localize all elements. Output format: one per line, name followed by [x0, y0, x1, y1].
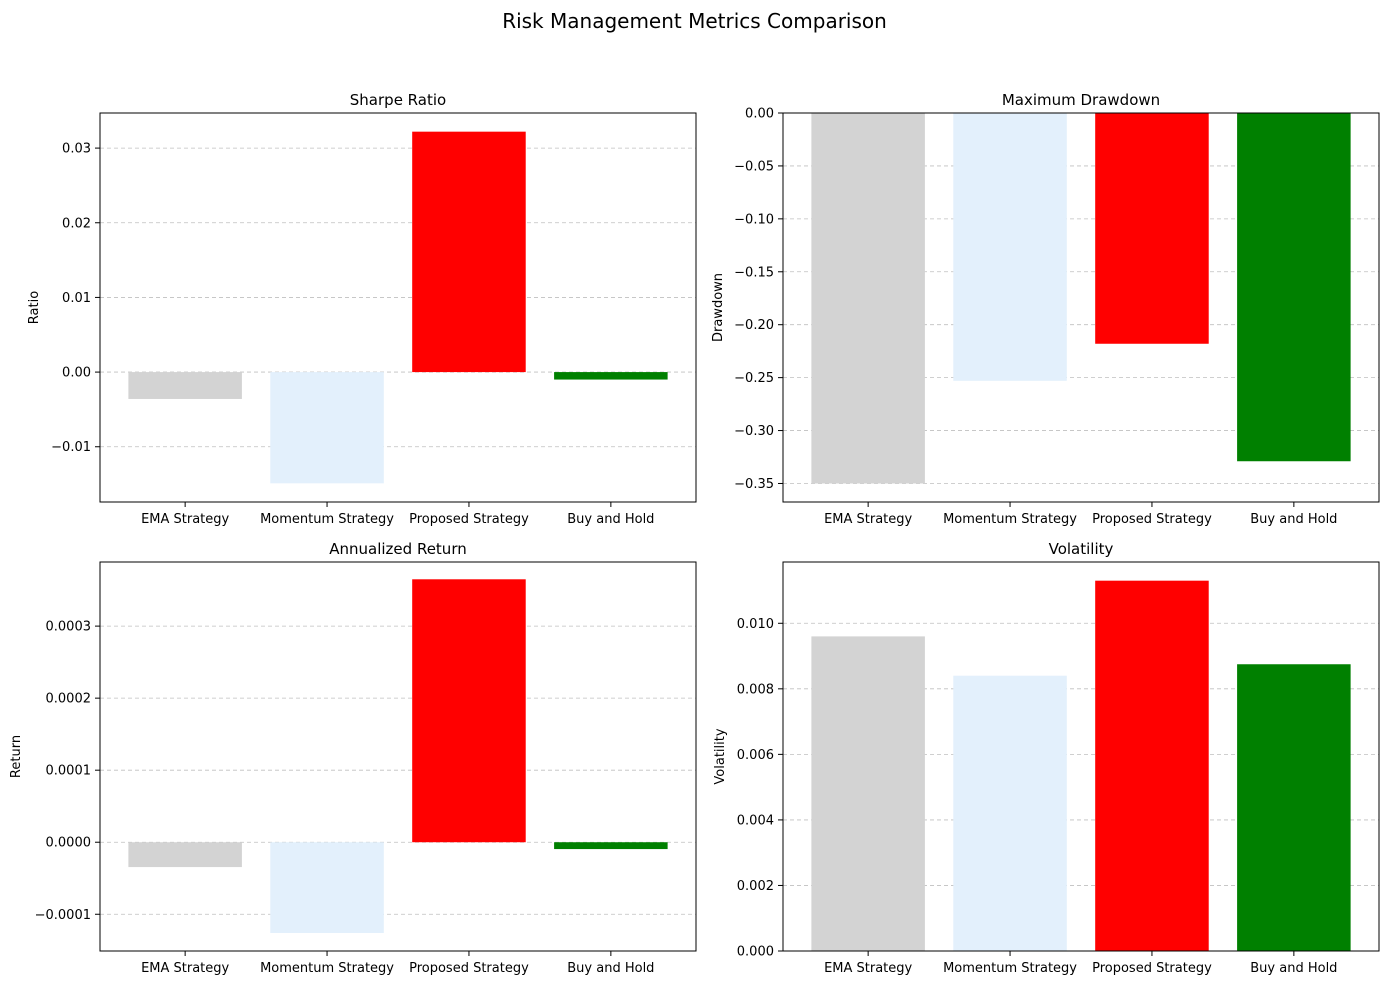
axes-frame — [99, 112, 697, 503]
y-tick-label: 0.01 — [62, 291, 91, 306]
bar-ema-strategy — [811, 113, 925, 484]
y-tick-label: −0.01 — [51, 440, 91, 455]
x-tick-label: Momentum Strategy — [260, 512, 394, 527]
axes-frame — [782, 561, 1380, 952]
y-tick-label: −0.05 — [734, 159, 774, 174]
y-tick-label: −0.0001 — [35, 908, 91, 923]
bar-buy-and-hold — [554, 842, 668, 850]
bar-momentum-strategy — [953, 113, 1067, 381]
y-tick-label: 0.010 — [737, 617, 774, 632]
y-tick-label: −0.25 — [734, 371, 774, 386]
y-tick-label: 0.00 — [62, 366, 91, 381]
panel-maximum-drawdown: −0.35 −0.30 −0.25 −0.20 −0.15 −0.10 −0.05 0.00 E… — [711, 91, 1380, 527]
panel-title: Maximum Drawdown — [1002, 91, 1160, 109]
y-tick-label: 0.03 — [62, 142, 91, 157]
y-tick-label: 0.0000 — [46, 836, 92, 851]
y-axis-label: Volatility — [713, 728, 728, 784]
y-tick-label: 0.0001 — [46, 764, 92, 779]
panel-annualized-return: −0.0001 0.0000 0.0001 0.0002 0.0003 EMA Strat… — [9, 540, 697, 976]
y-tick-label: −0.35 — [734, 477, 774, 492]
axes-frame — [99, 561, 697, 952]
y-tick-label: 0.002 — [737, 879, 774, 894]
y-axis-label: Drawdown — [711, 273, 726, 342]
bar-momentum-strategy — [953, 675, 1067, 951]
x-tick-label: Proposed Strategy — [1092, 512, 1212, 527]
panel-volatility: 0.000 0.002 0.004 0.006 0.008 0.010 EMA Strate… — [713, 540, 1380, 976]
y-tick-label: 0.02 — [62, 216, 91, 231]
x-tick-label: EMA Strategy — [141, 512, 229, 527]
x-tick-label: Proposed Strategy — [409, 512, 529, 527]
x-tick-label: Momentum Strategy — [943, 961, 1077, 976]
y-axis-label: Ratio — [27, 291, 42, 324]
x-tick-label: Buy and Hold — [1250, 512, 1337, 527]
axes-frame — [782, 112, 1380, 503]
y-tick-label: 0.006 — [737, 748, 774, 763]
y-tick-label: 0.00 — [745, 107, 774, 122]
panel-title: Volatility — [1049, 540, 1114, 558]
y-tick-label: −0.10 — [734, 212, 774, 227]
x-tick-label: EMA Strategy — [824, 512, 912, 527]
y-tick-label: 0.008 — [737, 682, 774, 697]
bar-buy-and-hold — [1237, 664, 1351, 951]
x-tick-label: Momentum Strategy — [943, 512, 1077, 527]
x-tick-label: Proposed Strategy — [409, 961, 529, 976]
bar-proposed-strategy — [412, 131, 526, 373]
y-tick-label: 0.0003 — [46, 620, 92, 635]
bar-ema-strategy — [128, 842, 242, 868]
bar-proposed-strategy — [1095, 113, 1209, 344]
bar-buy-and-hold — [554, 372, 668, 380]
y-tick-label: 0.000 — [737, 945, 774, 960]
x-tick-label: Buy and Hold — [567, 512, 654, 527]
x-tick-label: Buy and Hold — [1250, 961, 1337, 976]
y-axis-label: Return — [9, 735, 24, 778]
panel-title: Sharpe Ratio — [350, 91, 446, 109]
bar-proposed-strategy — [412, 579, 526, 843]
y-tick-label: −0.20 — [734, 318, 774, 333]
y-tick-label: −0.15 — [734, 265, 774, 280]
y-tick-label: −0.30 — [734, 424, 774, 439]
x-tick-label: Buy and Hold — [567, 961, 654, 976]
x-tick-label: EMA Strategy — [824, 961, 912, 976]
bar-momentum-strategy — [270, 372, 384, 484]
figure-title: Risk Management Metrics Comparison — [502, 9, 887, 33]
x-tick-label: Proposed Strategy — [1092, 961, 1212, 976]
bar-proposed-strategy — [1095, 580, 1209, 951]
bar-ema-strategy — [811, 636, 925, 951]
x-tick-label: Momentum Strategy — [260, 961, 394, 976]
bar-buy-and-hold — [1237, 113, 1351, 462]
bar-momentum-strategy — [270, 842, 384, 933]
y-tick-label: 0.0002 — [46, 692, 92, 707]
panel-title: Annualized Return — [329, 540, 466, 558]
panel-sharpe-ratio: −0.01 0.00 0.01 0.02 0.03 EMA Strategy Momentu… — [27, 91, 697, 527]
x-tick-label: EMA Strategy — [141, 961, 229, 976]
y-tick-label: 0.004 — [737, 813, 774, 828]
bar-ema-strategy — [128, 372, 242, 399]
